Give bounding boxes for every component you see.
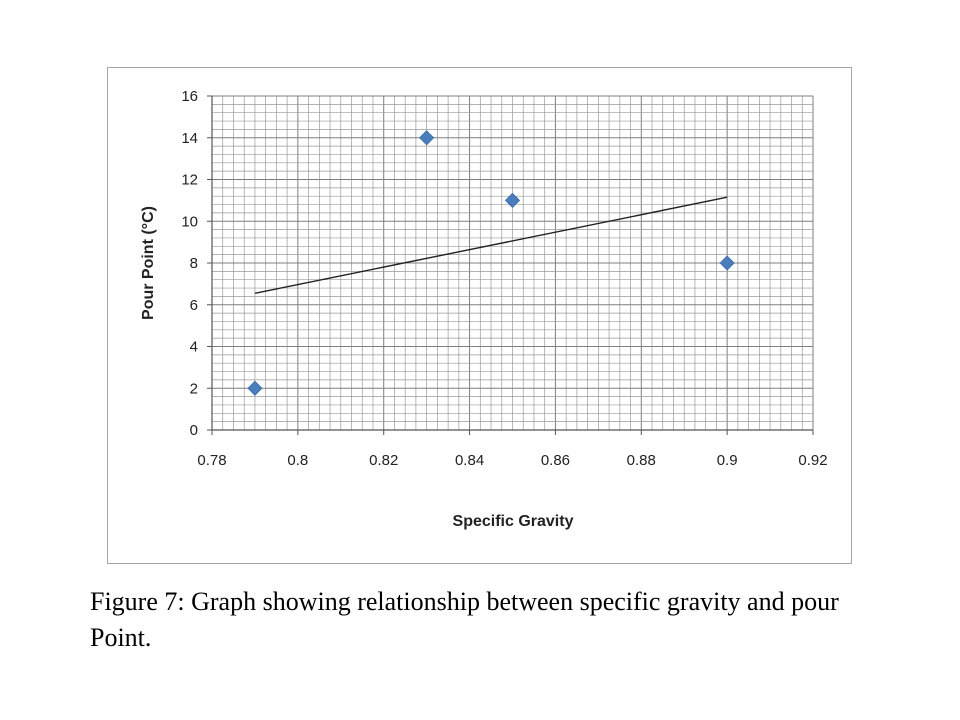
x-tick-label: 0.92	[798, 452, 827, 469]
data-point-diamond	[247, 380, 263, 396]
trendline-group	[254, 196, 728, 294]
y-tick-label: 8	[190, 255, 198, 272]
y-tick-label: 16	[181, 88, 198, 105]
y-tick-label: 0	[190, 422, 198, 439]
x-tick-label: 0.8	[287, 452, 308, 469]
y-tick-label: 14	[181, 130, 198, 147]
data-point-diamond	[719, 255, 735, 271]
y-axis-title: Pour Point (°C)	[140, 206, 157, 320]
x-axis-title: Specific Gravity	[453, 513, 574, 530]
data-point-diamond	[504, 192, 521, 208]
y-tick-labels: 0 2 4 6 8 10 12 14 16	[181, 88, 212, 439]
x-tick-label: 0.82	[369, 452, 398, 469]
x-tick-label: 0.86	[541, 452, 570, 469]
chart-frame: 0.78 0.8 0.82 0.84 0.86 0.88 0.9 0.92 0 2 4 6 8 10 12…	[107, 67, 852, 564]
scatter-chart: 0.78 0.8 0.82 0.84 0.86 0.88 0.9 0.92 0 2 4 6 8 10 12…	[140, 88, 828, 530]
data-point-diamond	[419, 130, 435, 146]
figure-caption: Figure 7: Graph showing relationship bet…	[90, 587, 839, 652]
x-tick-label: 0.78	[197, 452, 226, 469]
y-tick-label: 2	[190, 380, 198, 397]
x-tick-label: 0.84	[455, 452, 484, 469]
trendline	[254, 196, 728, 294]
x-tick-label: 0.88	[627, 452, 656, 469]
x-tick-labels: 0.78 0.8 0.82 0.84 0.86 0.88 0.9 0.92	[197, 430, 828, 469]
grid	[211, 95, 814, 431]
y-tick-label: 10	[181, 213, 198, 230]
y-tick-label: 12	[181, 172, 198, 189]
y-tick-label: 4	[190, 339, 198, 356]
y-tick-label: 6	[190, 297, 198, 314]
x-tick-label: 0.9	[717, 452, 738, 469]
data-points	[247, 130, 735, 396]
